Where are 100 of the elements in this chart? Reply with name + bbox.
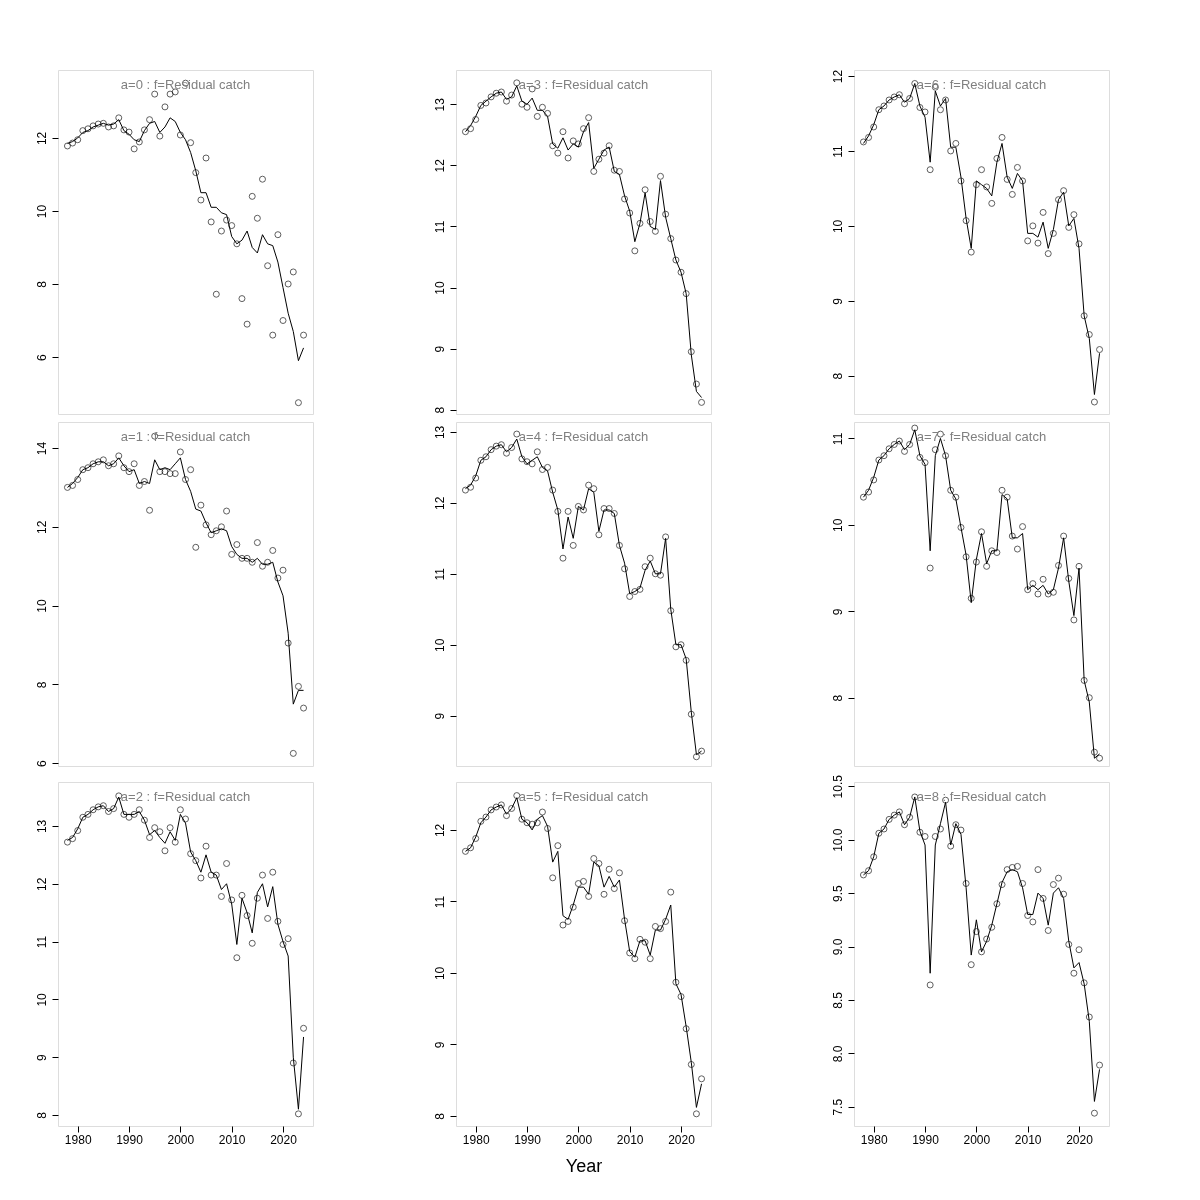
y-tick-label: 12 — [432, 496, 447, 511]
point — [84, 125, 92, 133]
point — [212, 871, 220, 879]
point — [901, 447, 908, 455]
point — [472, 116, 480, 123]
point — [523, 103, 531, 111]
point — [223, 216, 231, 224]
point — [931, 833, 939, 840]
point — [1060, 890, 1068, 898]
point — [682, 1025, 690, 1033]
point — [865, 488, 873, 496]
x-tick-label: 1980 — [860, 1132, 888, 1147]
point — [1060, 532, 1068, 540]
point — [105, 462, 112, 470]
point — [600, 149, 608, 157]
point — [1049, 229, 1057, 237]
point — [580, 125, 587, 133]
point — [569, 541, 577, 549]
point — [115, 114, 123, 122]
point — [544, 463, 552, 471]
point — [259, 871, 266, 879]
point — [259, 562, 266, 570]
point — [942, 96, 950, 104]
point — [259, 175, 266, 183]
point — [569, 903, 577, 911]
point — [1080, 312, 1088, 320]
y-tick-label: 8 — [432, 1112, 447, 1120]
point — [492, 803, 500, 811]
point — [1044, 590, 1052, 598]
point — [580, 506, 587, 514]
point — [233, 240, 241, 248]
point — [487, 93, 495, 101]
annotation: a=7 : f=Residual catch — [916, 429, 1047, 444]
point — [1019, 177, 1027, 185]
point — [636, 935, 644, 943]
point — [1060, 187, 1068, 195]
point — [243, 912, 251, 919]
point — [890, 441, 898, 448]
point — [978, 166, 985, 174]
point — [698, 1075, 706, 1083]
y-tick-label: 11 — [34, 935, 49, 949]
point — [508, 805, 516, 812]
point — [217, 893, 225, 900]
point — [279, 566, 287, 574]
point — [972, 181, 980, 189]
point — [687, 1061, 695, 1068]
point — [99, 802, 107, 810]
point — [63, 483, 71, 491]
y-tick-label: 11 — [432, 895, 447, 909]
point — [94, 458, 102, 466]
annotation: a=4 : f=Residual catch — [518, 429, 649, 444]
y-tick-label: 10 — [34, 204, 49, 219]
y-tick-label: 10.0 — [830, 828, 845, 852]
point — [615, 869, 623, 877]
point — [1055, 196, 1062, 204]
point — [957, 177, 965, 185]
point — [988, 923, 996, 931]
x-tick-label: 2020 — [270, 1132, 298, 1147]
point — [69, 139, 77, 147]
point — [497, 88, 505, 96]
point — [962, 880, 970, 887]
point — [125, 128, 133, 136]
point — [279, 941, 287, 948]
point — [926, 564, 934, 572]
point — [264, 558, 272, 566]
point — [590, 485, 598, 493]
point — [264, 915, 272, 922]
point — [554, 149, 562, 157]
x-axis-title: Year — [565, 1155, 603, 1176]
point — [508, 444, 516, 451]
point — [94, 120, 102, 128]
point — [870, 476, 878, 484]
point — [508, 91, 516, 99]
point — [687, 710, 695, 718]
point — [503, 97, 510, 105]
point — [197, 874, 205, 882]
point — [916, 453, 924, 461]
point — [156, 468, 164, 476]
point — [228, 896, 236, 904]
y-tick-label: 8 — [34, 280, 49, 288]
point — [156, 828, 164, 836]
point — [983, 562, 991, 570]
point — [605, 865, 613, 873]
point — [677, 268, 685, 276]
point — [595, 531, 603, 539]
point — [284, 639, 292, 647]
point — [461, 847, 469, 855]
x-tick-label: 2000 — [963, 1132, 991, 1147]
point — [492, 89, 500, 97]
point — [1008, 190, 1016, 198]
y-tick-label: 7.5 — [830, 1098, 845, 1116]
point — [1019, 880, 1027, 887]
point — [176, 131, 184, 139]
point — [140, 126, 148, 134]
point — [467, 125, 475, 133]
y-tick-label: 8.0 — [830, 1045, 845, 1063]
point — [69, 835, 77, 843]
point — [472, 835, 480, 842]
x-tick-label: 1980 — [462, 1132, 490, 1147]
point — [1049, 588, 1057, 596]
